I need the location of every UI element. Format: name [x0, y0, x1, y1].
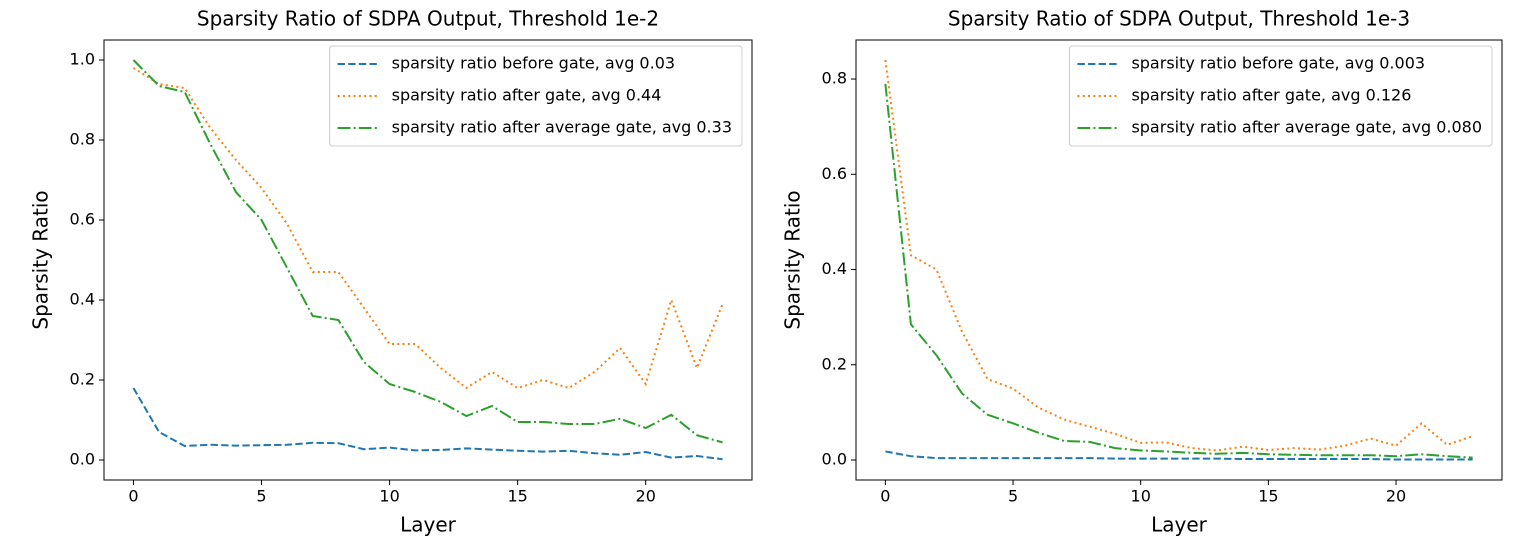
y-tick-label: 0.8: [822, 69, 847, 88]
legend-label: sparsity ratio before gate, avg 0.03: [392, 54, 675, 73]
y-tick-label: 0.0: [822, 450, 847, 469]
x-tick-label: 10: [1131, 487, 1151, 506]
x-axis-label: Layer: [400, 513, 457, 537]
legend-label: sparsity ratio after gate, avg 0.126: [1131, 86, 1411, 105]
x-axis-label: Layer: [1151, 513, 1208, 537]
y-axis-label: Sparsity Ratio: [29, 190, 53, 329]
legend-label: sparsity ratio after average gate, avg 0…: [392, 118, 732, 137]
data-line: [132, 59, 723, 444]
x-tick-label: 0: [880, 487, 890, 506]
y-tick-label: 0.4: [70, 290, 95, 309]
legend: sparsity ratio before gate, avg 0.003 spa…: [1068, 45, 1493, 147]
data-line: [884, 83, 1473, 459]
y-tick-label: 0.6: [822, 164, 847, 183]
data-line: [885, 450, 1473, 461]
chart-title: Sparsity Ratio of SDPA Output, Threshold…: [948, 7, 1410, 31]
data-line: [132, 387, 723, 461]
y-tick-label: 0.0: [70, 450, 95, 469]
x-tick-label: 20: [636, 487, 656, 506]
y-tick-label: 0.4: [822, 259, 847, 278]
axes-frame: [855, 39, 1503, 481]
y-tick-label: 0.6: [70, 210, 95, 229]
x-tick-label: 15: [1258, 487, 1278, 506]
legend-frame: [1068, 45, 1493, 147]
axes-frame: [103, 39, 753, 481]
y-tick-label: 0.8: [70, 130, 95, 149]
x-tick-label: 5: [1008, 487, 1018, 506]
y-tick-label: 1.0: [70, 50, 95, 69]
data-line: [884, 59, 1473, 452]
legend-frame: [329, 45, 743, 147]
y-tick-label: 0.2: [822, 354, 847, 373]
x-tick-label: 10: [379, 487, 399, 506]
legend-label: sparsity ratio after average gate, avg 0…: [1131, 118, 1482, 137]
x-tick-label: 5: [256, 487, 266, 506]
legend-label: sparsity ratio after gate, avg 0.44: [392, 86, 662, 105]
x-tick-label: 15: [507, 487, 527, 506]
x-tick-label: 0: [128, 487, 138, 506]
chart-title: Sparsity Ratio of SDPA Output, Threshold…: [197, 7, 659, 31]
x-tick-label: 20: [1386, 487, 1406, 506]
legend-label: sparsity ratio before gate, avg 0.003: [1131, 54, 1425, 73]
y-axis-label: Sparsity Ratio: [781, 190, 805, 329]
y-tick-label: 0.2: [70, 370, 95, 389]
legend: sparsity ratio before gate, avg 0.03 spar…: [329, 45, 743, 147]
data-line: [132, 67, 724, 390]
